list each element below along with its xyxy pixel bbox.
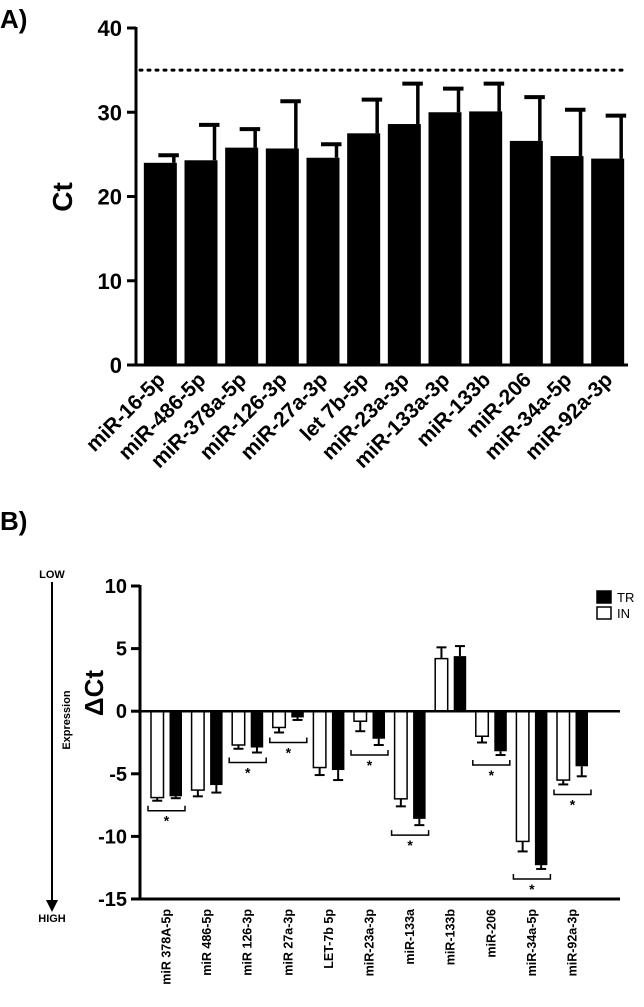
expression-high-label: HIGH	[38, 913, 66, 925]
bar-mir-16-5p	[143, 162, 177, 365]
bar-tr-mir-126-3p	[250, 711, 264, 748]
significance-marker-mir-23a-3p: *	[367, 757, 373, 773]
category-label-mir-133a: miR-133a	[403, 908, 417, 965]
y-tick-label-0: 0	[110, 353, 122, 378]
bar-in-mir-92a-3p	[556, 710, 571, 781]
panel-a-ylabel: Ct	[47, 182, 78, 212]
significance-bracket-mir-23a-3p	[350, 750, 389, 756]
bar-tr-mir-23a-3p	[372, 711, 385, 739]
category-label-mir-34a-5p: miR-34a-5p	[525, 909, 539, 977]
y-tick-label-0: 0	[116, 701, 127, 723]
bar-mir-133b	[469, 111, 503, 365]
bar-mir-27a-3p	[306, 157, 340, 365]
bar-in-mir-206	[475, 710, 490, 737]
bar-mir-92a-3p	[591, 158, 625, 365]
category-label-mir-206: miR-206	[484, 909, 498, 958]
bar-tr-let-7b-5p	[331, 711, 345, 771]
y-tick-label--15: -15	[98, 889, 127, 911]
expression-middle-label: Expression	[61, 690, 73, 750]
panel-b-ylabel: ΔCt	[79, 670, 109, 716]
bar-tr-mir-486-5p	[210, 711, 223, 786]
bar-mir-486-5p	[184, 160, 218, 365]
significance-bracket-mir-92a-3p	[553, 789, 592, 796]
panel-a-label: A)	[0, 4, 27, 34]
bar-tr-mir-133b	[453, 656, 467, 712]
significance-marker-mir-378a-5p: *	[164, 813, 170, 829]
y-tick-label-30: 30	[98, 100, 122, 125]
y-tick-label-10: 10	[105, 576, 127, 598]
legend-swatch-in	[596, 606, 612, 620]
bar-mir-23a-3p	[387, 124, 421, 365]
expression-arrow-head	[46, 900, 58, 912]
bar-tr-mir-133a	[413, 711, 426, 819]
significance-marker-mir-34a-5p: *	[529, 881, 535, 897]
category-label-mir-486-5p: miR 486-5p	[200, 909, 214, 976]
category-label-mir-378a-5p: miR 378A-5p	[160, 909, 174, 985]
legend-label-in: IN	[617, 606, 630, 621]
bar-tr-mir-206	[494, 711, 507, 752]
category-label-mir-126-3p: miR 126-3p	[241, 909, 255, 976]
y-tick-label-5: 5	[116, 639, 127, 661]
panel-b-label: B)	[0, 506, 27, 536]
significance-bracket-mir-133a	[390, 830, 430, 836]
bar-mir-378a-5p	[225, 147, 259, 365]
y-tick-label-40: 40	[98, 16, 122, 41]
bar-tr-mir-92a-3p	[575, 711, 588, 767]
significance-bracket-mir-126-3p	[228, 757, 267, 764]
bar-in-mir-378a-5p	[150, 710, 165, 799]
bar-mir-34a-5p	[550, 156, 584, 365]
bar-tr-mir-378a-5p	[169, 711, 182, 797]
expression-axis: LOW Expression HIGH	[38, 569, 73, 925]
significance-bracket-mir-34a-5p	[512, 873, 552, 880]
legend-swatch-tr	[596, 590, 612, 604]
category-label-mir-23a-3p: miR-23a-3p	[363, 909, 377, 977]
legend-label-tr: TR	[617, 590, 634, 605]
significance-marker-mir-27a-3p: *	[286, 744, 292, 760]
bar-let-7b-5p	[347, 133, 381, 365]
significance-marker-mir-126-3p: *	[245, 765, 251, 781]
significance-bracket-mir-206	[472, 760, 511, 766]
significance-marker-mir-92a-3p: *	[570, 796, 576, 812]
category-label-let-7b-5p: LET-7b 5p	[322, 909, 336, 969]
bar-in-mir-126-3p	[231, 710, 246, 746]
panel-b-chart: * miR 378A-5p miR 486-5p * miR 126-3p * miR 27…	[98, 576, 620, 985]
bar-in-let-7b-5p	[312, 710, 327, 769]
expression-low-label: LOW	[39, 569, 65, 581]
bar-mir-206	[509, 140, 543, 365]
bar-in-mir-23a-3p	[353, 710, 368, 722]
category-label-mir-133b: miR-133b	[444, 909, 458, 966]
panel-a-chart: miR-16-5pmiR-486-5pmiR-378a-5pmiR-126-3p…	[82, 16, 630, 473]
bar-mir-126-3p	[265, 148, 299, 365]
bar-in-mir-133b	[434, 657, 449, 712]
bar-in-mir-486-5p	[190, 710, 205, 791]
category-label-mir-92a-3p: miR-92a-3p	[566, 909, 580, 977]
significance-marker-mir-133a: *	[407, 837, 413, 853]
significance-bracket-mir-378a-5p	[147, 805, 186, 812]
bar-in-mir-34a-5p	[515, 710, 530, 843]
legend: TR IN	[596, 590, 634, 621]
significance-bracket-mir-27a-3p	[269, 737, 308, 744]
category-label-mir-27a-3p: miR 27a-3p	[281, 909, 295, 976]
bar-tr-mir-27a-3p	[291, 711, 304, 718]
significance-marker-mir-206: *	[489, 767, 495, 783]
y-tick-label-10: 10	[98, 269, 122, 294]
bar-in-mir-27a-3p	[272, 710, 287, 729]
bar-tr-mir-34a-5p	[534, 711, 548, 866]
y-tick-label--5: -5	[109, 764, 127, 786]
bar-in-mir-133a	[393, 710, 408, 800]
y-tick-label-20: 20	[98, 185, 122, 210]
y-tick-label--10: -10	[98, 826, 127, 848]
bar-mir-133a-3p	[428, 112, 462, 365]
